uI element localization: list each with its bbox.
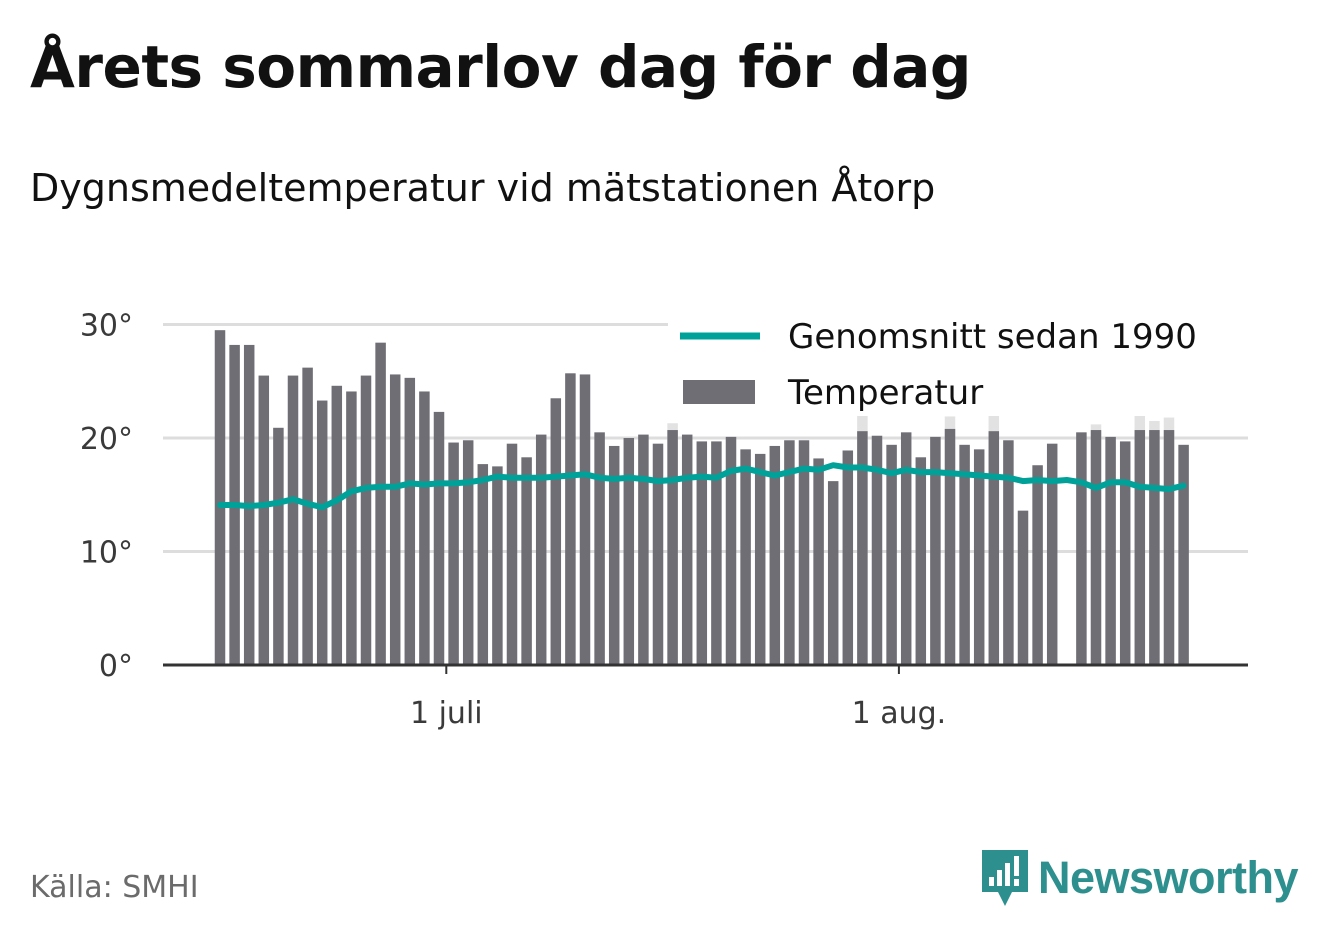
temperature-bar	[287, 375, 299, 665]
legend-label-temperature: Temperatur	[787, 373, 983, 413]
temperature-bar	[433, 411, 445, 665]
chart-subtitle: Dygnsmedeltemperatur vid mätstationen Åt…	[30, 166, 936, 210]
temperature-bar	[375, 342, 386, 665]
temperature-bar	[316, 400, 328, 665]
y-tick-label: 20°	[80, 422, 133, 457]
temperature-bar	[1032, 465, 1043, 665]
temperature-bar	[360, 375, 372, 665]
temperature-bar	[1046, 443, 1058, 665]
temperature-bar	[258, 375, 270, 665]
y-tick-label: 30°	[80, 309, 133, 344]
legend: Genomsnitt sedan 1990 Temperatur	[668, 316, 1248, 416]
temperature-bar	[273, 427, 284, 665]
temperature-bar	[769, 445, 781, 665]
legend-background	[668, 316, 1248, 416]
bar-chart-icon	[982, 850, 1028, 906]
legend-label-average: Genomsnitt sedan 1990	[788, 317, 1197, 357]
average-line-group	[217, 462, 1187, 511]
temperature-bar	[652, 443, 664, 665]
temperature-bar	[725, 436, 737, 665]
y-tick-labels: 0° 10° 20° 30°	[80, 309, 133, 685]
temperature-bar	[827, 481, 839, 665]
average-line	[217, 462, 1187, 511]
temperature-bar	[419, 391, 430, 665]
temperature-bar	[565, 373, 576, 665]
temperature-bar	[448, 442, 459, 665]
x-tick-label: 1 juli	[410, 696, 483, 731]
temperature-bar	[535, 434, 547, 665]
temperature-bar	[915, 457, 927, 665]
temperature-bar	[784, 440, 795, 665]
temperature-bar	[740, 449, 751, 665]
temperature-bar	[331, 385, 343, 665]
temperature-bar	[696, 441, 708, 665]
temperature-bar	[959, 444, 970, 665]
temperature-bar	[506, 443, 518, 665]
temperature-bar	[857, 431, 868, 665]
y-tick-label: 10°	[80, 536, 133, 571]
temperature-bar	[667, 430, 678, 665]
temperature-bar	[1076, 432, 1087, 665]
temperature-bar	[1163, 430, 1175, 665]
chart-title: Årets sommarlov dag för dag	[30, 33, 971, 101]
temperature-bar	[681, 434, 693, 665]
temperature-bar	[302, 367, 313, 665]
temperature-bar	[477, 464, 489, 665]
temperature-bar	[492, 466, 503, 665]
legend-swatch-temperature	[683, 380, 755, 404]
temperature-bar	[623, 438, 635, 665]
temperature-bar	[1105, 436, 1116, 665]
temperature-bar	[1119, 441, 1131, 665]
temperature-bar	[1017, 510, 1029, 665]
temperature-chart: 0° 10° 20° 30° 1 juli 1 aug. Genomsnitt seda…	[80, 309, 1248, 731]
temperature-bars	[214, 330, 1189, 665]
temperature-bar	[871, 435, 883, 665]
temperature-bar	[389, 374, 401, 665]
temperature-bar	[754, 453, 766, 665]
temperature-bar	[798, 440, 810, 665]
temperature-bar	[988, 431, 1000, 665]
temperature-bar	[711, 441, 722, 665]
temperature-bar	[346, 391, 357, 665]
temperature-bar	[900, 432, 912, 665]
temperature-bar	[579, 374, 591, 665]
brand-name: Newsworthy	[1038, 852, 1299, 903]
temperature-bar	[404, 377, 416, 665]
temperature-bar	[813, 458, 824, 665]
temperature-bar	[842, 450, 854, 665]
temperature-bar	[594, 432, 605, 665]
temperature-bar	[973, 449, 985, 665]
temperature-bar	[944, 428, 956, 665]
temperature-bar	[886, 444, 897, 665]
x-ticks: 1 juli 1 aug.	[410, 665, 946, 731]
temperature-bar	[1090, 430, 1102, 665]
y-tick-label: 0°	[99, 649, 133, 684]
source-note: Källa: SMHI	[30, 870, 199, 905]
newsworthy-logo: Newsworthy	[980, 848, 1299, 908]
temperature-bar	[608, 445, 620, 665]
temperature-bar	[550, 398, 562, 665]
temperature-bar	[521, 457, 532, 665]
temperature-bar	[930, 436, 941, 665]
temperature-bar	[1149, 430, 1160, 665]
x-tick-label: 1 aug.	[852, 696, 947, 731]
temperature-bar	[1134, 430, 1146, 665]
temperature-bar	[1178, 444, 1189, 665]
temperature-bar	[462, 440, 474, 665]
temperature-bar	[214, 330, 226, 665]
temperature-bar	[638, 434, 649, 665]
temperature-bar	[1003, 440, 1014, 665]
